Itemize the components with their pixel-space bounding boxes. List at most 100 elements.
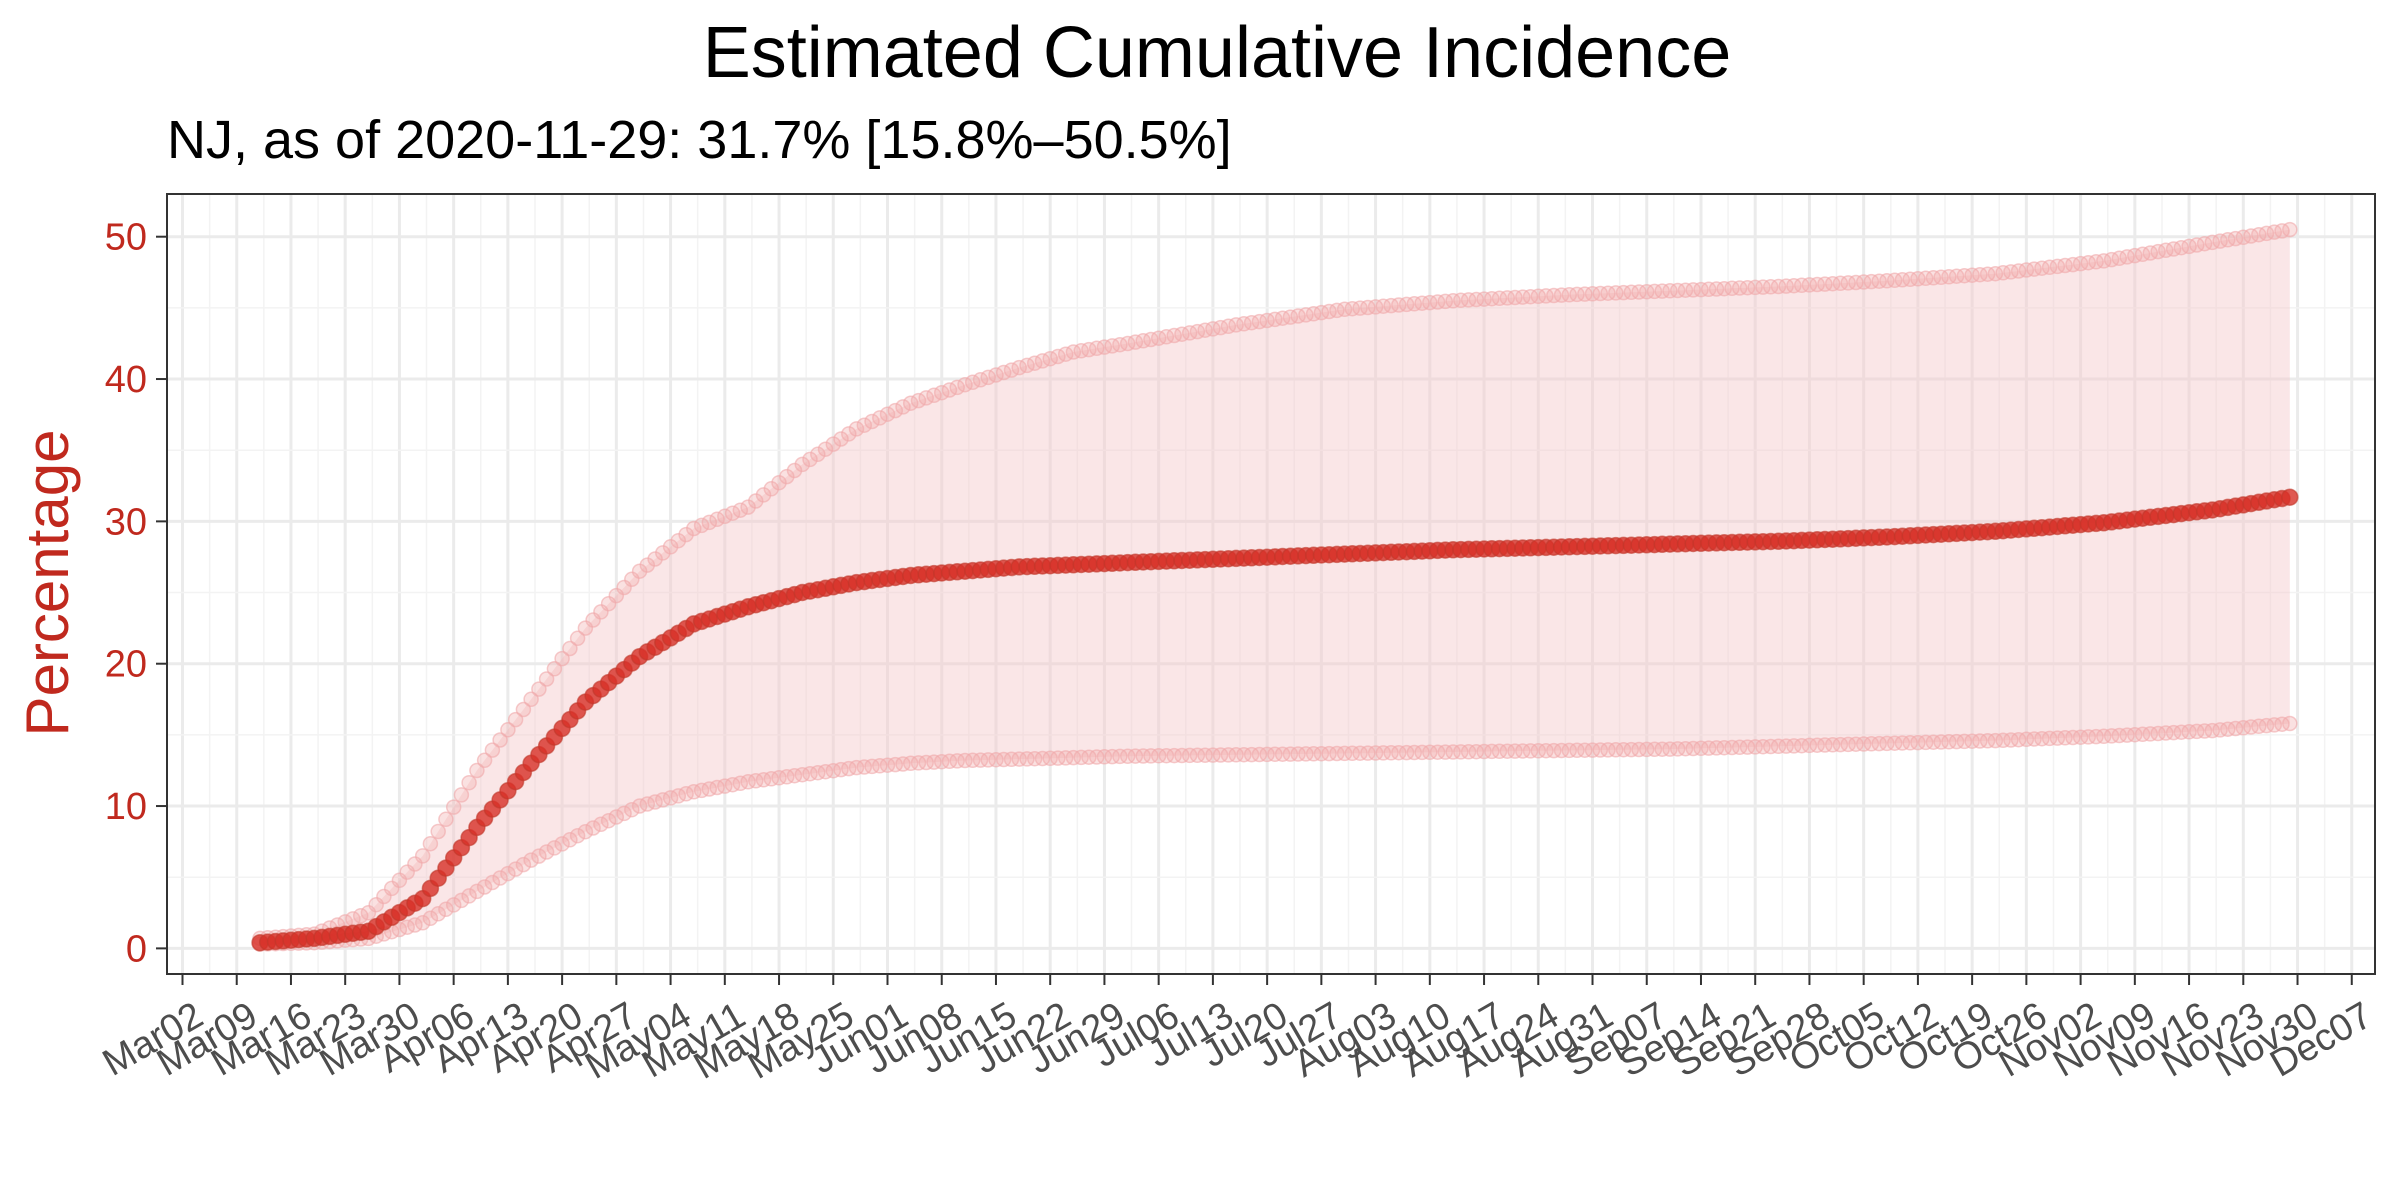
lower-bound-point — [1979, 733, 1996, 749]
upper-bound-point — [817, 441, 834, 457]
lower-bound-point — [980, 752, 996, 768]
upper-bound-point — [1716, 280, 1732, 297]
lower-bound-point — [1375, 745, 1392, 761]
lower-bound-point — [1437, 744, 1454, 760]
upper-bound-point — [399, 864, 415, 880]
lower-bound-point — [430, 906, 446, 922]
lower-bound-point — [500, 865, 516, 882]
lower-bound-point — [1143, 748, 1159, 764]
upper-bound-point — [1879, 273, 1895, 289]
lower-bound-point — [1817, 737, 1833, 753]
upper-bound-point — [1522, 288, 1539, 305]
upper-bound-point — [577, 620, 594, 636]
upper-bound-point — [554, 650, 570, 667]
lower-bound-point — [1065, 749, 1082, 766]
chart-subtitle: NJ, as of 2020-11-29: 31.7% [15.8%–50.5%… — [167, 110, 1232, 170]
upper-bound-point — [2282, 221, 2298, 238]
upper-bound-point — [546, 661, 563, 677]
upper-bound-point — [1553, 287, 1570, 303]
upper-bound-point — [771, 474, 787, 491]
upper-bound-point — [1817, 276, 1833, 292]
lower-bound-point — [902, 755, 919, 772]
upper-bound-point — [631, 563, 648, 579]
upper-bound-point — [1863, 273, 1880, 290]
upper-bound-point — [1437, 293, 1454, 310]
lower-bound-point — [1584, 742, 1601, 758]
upper-bound-point — [1747, 279, 1763, 296]
y-tick-label: 30 — [105, 501, 147, 543]
upper-bound-point — [872, 410, 888, 426]
lower-bound-point — [810, 764, 826, 781]
upper-bound-point — [2072, 255, 2089, 272]
x-axis-ticks: Mar02Mar09Mar16Mar23Mar30Apr06Apr13Apr20… — [96, 974, 2379, 1088]
lower-bound-point — [2026, 731, 2042, 747]
lower-bound-point — [740, 774, 756, 790]
lower-bound-point — [933, 753, 950, 770]
lower-bound-point — [1995, 732, 2011, 749]
upper-bound-point — [1638, 283, 1655, 300]
upper-bound-point — [2080, 254, 2097, 271]
lower-bound-point — [1360, 745, 1376, 761]
lower-bound-point — [1321, 745, 1337, 762]
lower-bound-point — [802, 765, 818, 782]
lower-bound-point — [825, 762, 842, 779]
lower-bound-point — [1096, 749, 1113, 765]
upper-bound-point — [1468, 291, 1485, 308]
lower-bound-point — [438, 901, 454, 918]
lower-bound-point — [1174, 747, 1190, 764]
upper-bound-point — [445, 799, 462, 815]
upper-bound-point — [2057, 257, 2073, 274]
lower-bound-point — [1453, 744, 1469, 760]
y-tick-label: 20 — [105, 644, 147, 686]
upper-bound-point — [856, 417, 873, 433]
lower-bound-point — [2010, 731, 2027, 748]
lower-bound-point — [949, 753, 965, 769]
lower-bound-point — [515, 856, 532, 873]
lower-bound-point — [794, 766, 811, 783]
lower-bound-point — [1600, 742, 1616, 758]
lower-bound-point — [1786, 738, 1802, 754]
upper-bound-point — [1406, 296, 1423, 312]
lower-bound-point — [1212, 747, 1229, 763]
lower-bound-point — [546, 840, 563, 856]
lower-bound-point — [562, 832, 578, 848]
upper-bound-point — [1801, 277, 1818, 293]
lower-bound-point — [585, 820, 601, 836]
upper-bound-point — [1995, 265, 2011, 281]
upper-bound-point — [1964, 267, 1980, 283]
upper-bound-point — [841, 426, 857, 442]
upper-bound-point — [1910, 271, 1926, 287]
lower-bound-point — [1344, 745, 1361, 762]
lower-bound-point — [2096, 728, 2112, 745]
lower-bound-point — [864, 758, 880, 775]
upper-bound-point — [655, 545, 671, 561]
upper-bound-point — [2034, 260, 2050, 276]
lower-bound-point — [600, 812, 617, 829]
upper-bound-point — [670, 532, 687, 549]
upper-bound-point — [1584, 286, 1601, 302]
lower-bound-point — [1801, 737, 1818, 754]
upper-bound-point — [2065, 256, 2081, 273]
upper-bound-point — [802, 451, 818, 468]
upper-bound-point — [538, 671, 555, 687]
upper-bound-point — [1933, 269, 1949, 286]
upper-bound-point — [469, 762, 485, 779]
y-axis-ticks: 0 10 20 30 40 50 — [105, 217, 167, 970]
lower-bound-point — [1026, 750, 1043, 767]
y-tick-label: 10 — [105, 786, 147, 828]
lower-bound-point — [2142, 726, 2159, 742]
lower-bound-point — [422, 910, 439, 927]
lower-bound-point — [2041, 730, 2058, 747]
grid — [167, 194, 2375, 974]
lower-bound-point — [1305, 746, 1322, 762]
upper-bound-point — [600, 595, 617, 612]
lower-bound-point — [593, 816, 609, 833]
upper-bound-point — [879, 406, 896, 422]
upper-bound-point — [1615, 284, 1632, 301]
lower-bound-point — [1700, 740, 1717, 756]
lower-bound-point — [1762, 738, 1779, 755]
lower-bound-point — [1716, 739, 1732, 756]
upper-bound-point — [461, 774, 477, 791]
lower-bound-point — [445, 897, 462, 913]
upper-bound-point — [1685, 282, 1701, 298]
